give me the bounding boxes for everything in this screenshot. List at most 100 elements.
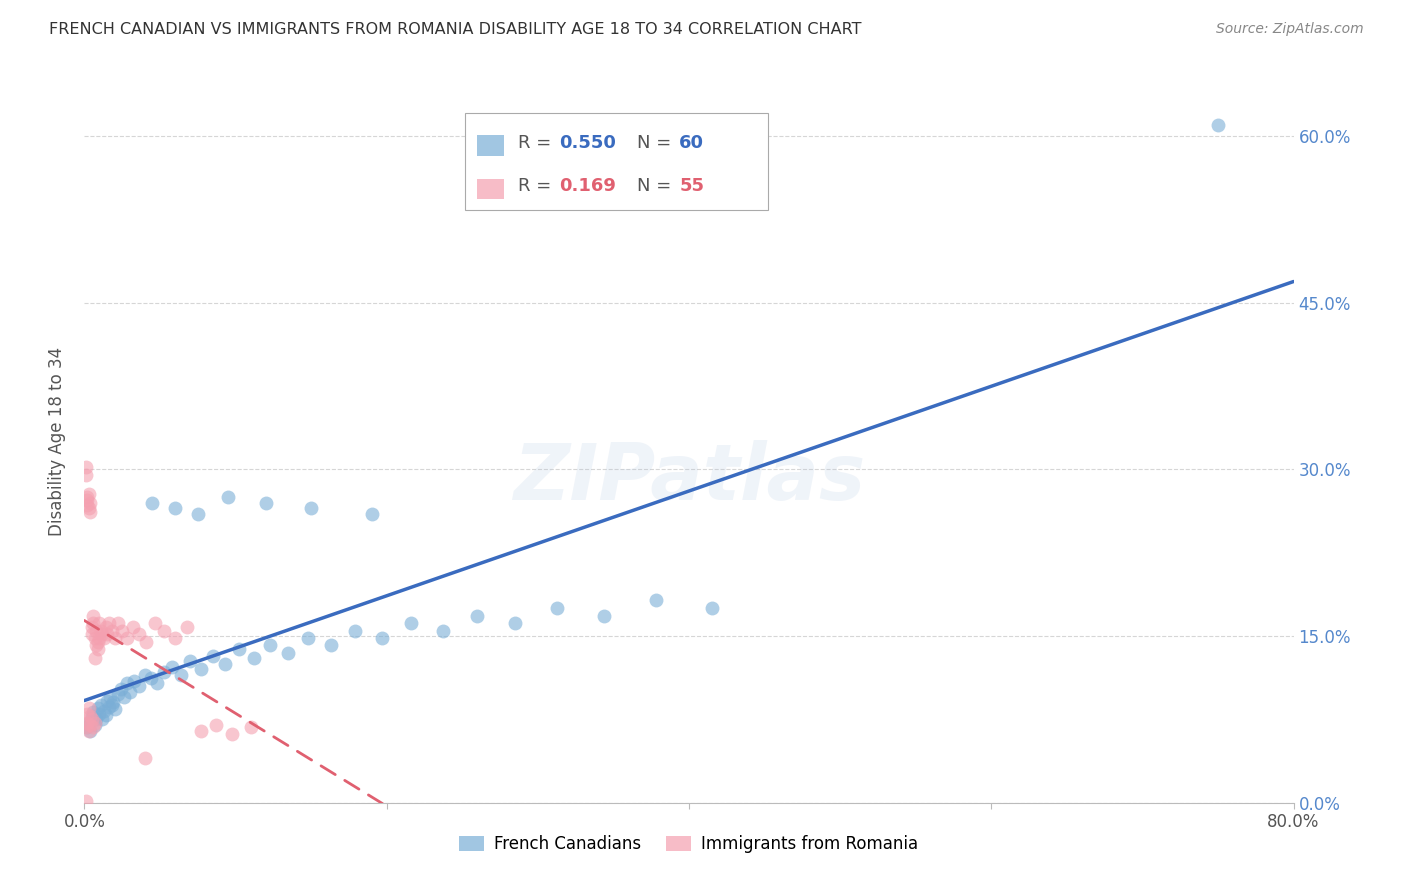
- Point: [115, 632, 138, 646]
- Point: [89, 632, 111, 646]
- Point: [259, 638, 281, 652]
- Point: [107, 687, 129, 701]
- Point: [97, 615, 120, 630]
- Point: [135, 634, 157, 648]
- Point: [97, 700, 120, 714]
- Point: [76, 715, 98, 730]
- Legend: French Canadians, Immigrants from Romania: French Canadians, Immigrants from Romani…: [453, 828, 925, 860]
- Point: [76, 720, 98, 734]
- Point: [187, 507, 209, 521]
- Point: [165, 632, 187, 646]
- Point: [96, 627, 118, 641]
- Point: [546, 601, 568, 615]
- Point: [190, 723, 212, 738]
- Text: 0.550: 0.550: [560, 134, 616, 153]
- Point: [141, 496, 163, 510]
- Point: [90, 624, 112, 638]
- Point: [146, 675, 169, 690]
- Point: [242, 651, 264, 665]
- Point: [79, 496, 101, 510]
- Point: [100, 698, 122, 712]
- Point: [217, 490, 239, 504]
- Point: [153, 665, 176, 679]
- Point: [254, 496, 277, 510]
- Point: [121, 620, 143, 634]
- FancyBboxPatch shape: [465, 112, 768, 211]
- Point: [145, 615, 167, 630]
- Point: [75, 467, 97, 482]
- Point: [86, 624, 108, 638]
- Point: [93, 704, 115, 718]
- Point: [319, 638, 342, 652]
- Point: [205, 718, 228, 732]
- Point: [110, 682, 132, 697]
- Point: [79, 505, 101, 519]
- Point: [82, 705, 104, 719]
- Point: [80, 627, 103, 641]
- Point: [228, 642, 250, 657]
- Point: [91, 627, 114, 641]
- Point: [82, 615, 104, 630]
- Point: [104, 632, 127, 646]
- Point: [115, 675, 138, 690]
- Point: [89, 706, 111, 721]
- Point: [86, 713, 108, 727]
- Point: [86, 638, 108, 652]
- Point: [239, 720, 262, 734]
- Text: Source: ZipAtlas.com: Source: ZipAtlas.com: [1216, 22, 1364, 37]
- Point: [75, 460, 97, 475]
- Y-axis label: Disability Age 18 to 34: Disability Age 18 to 34: [48, 347, 66, 536]
- Text: R =: R =: [519, 178, 564, 195]
- Point: [1206, 118, 1229, 132]
- Point: [176, 620, 198, 634]
- Point: [214, 657, 236, 671]
- Point: [77, 715, 100, 730]
- Point: [77, 723, 100, 738]
- Point: [104, 702, 127, 716]
- Point: [134, 751, 156, 765]
- Point: [111, 624, 134, 638]
- Point: [87, 642, 110, 657]
- Point: [87, 701, 110, 715]
- Point: [503, 615, 526, 630]
- Point: [96, 693, 118, 707]
- Point: [467, 609, 489, 624]
- Point: [128, 627, 150, 641]
- FancyBboxPatch shape: [478, 136, 503, 156]
- Point: [80, 620, 103, 634]
- Point: [76, 493, 98, 508]
- Point: [165, 501, 187, 516]
- FancyBboxPatch shape: [478, 178, 503, 200]
- Point: [128, 679, 150, 693]
- Point: [343, 624, 366, 638]
- Point: [87, 634, 110, 648]
- Text: N =: N =: [637, 134, 676, 153]
- Point: [82, 720, 104, 734]
- Point: [94, 620, 117, 634]
- Point: [84, 718, 107, 732]
- Point: [593, 609, 616, 624]
- Point: [160, 660, 183, 674]
- Point: [399, 615, 422, 630]
- Point: [76, 706, 98, 721]
- Point: [76, 498, 98, 512]
- Text: N =: N =: [637, 178, 676, 195]
- Point: [76, 490, 98, 504]
- Point: [221, 727, 243, 741]
- Text: 55: 55: [679, 178, 704, 195]
- Point: [153, 624, 176, 638]
- Point: [82, 609, 104, 624]
- Point: [299, 501, 322, 516]
- Text: R =: R =: [519, 134, 557, 153]
- Point: [80, 709, 103, 723]
- Point: [77, 701, 100, 715]
- Point: [94, 708, 117, 723]
- Point: [89, 615, 111, 630]
- Text: 0.169: 0.169: [560, 178, 616, 195]
- Point: [107, 615, 129, 630]
- Point: [100, 624, 122, 638]
- Point: [700, 601, 723, 615]
- Point: [79, 709, 101, 723]
- Point: [75, 720, 97, 734]
- Point: [91, 713, 114, 727]
